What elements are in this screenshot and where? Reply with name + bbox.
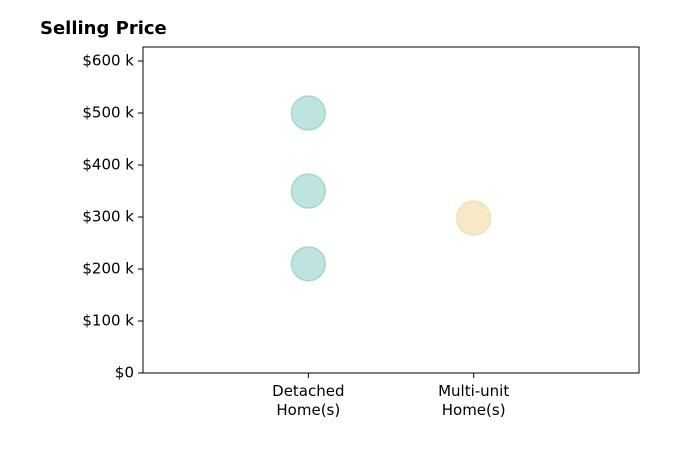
y-tick-label: $200 k <box>82 260 134 278</box>
chart-title: Selling Price <box>40 18 167 39</box>
y-tick-label: $500 k <box>82 104 134 122</box>
point <box>290 173 327 209</box>
y-tick-label: $300 k <box>82 208 134 226</box>
point <box>455 200 492 236</box>
x-tick-label: Multi-unit Home(s) <box>438 382 510 419</box>
x-tick-label: Detached Home(s) <box>272 382 345 419</box>
y-tick-label: $0 <box>115 364 134 382</box>
point <box>290 246 327 282</box>
y-tick-label: $400 k <box>82 156 134 174</box>
point <box>290 95 327 131</box>
plot-frame <box>142 46 640 374</box>
y-tick-label: $600 k <box>82 52 134 70</box>
y-tick-label: $100 k <box>82 312 134 330</box>
